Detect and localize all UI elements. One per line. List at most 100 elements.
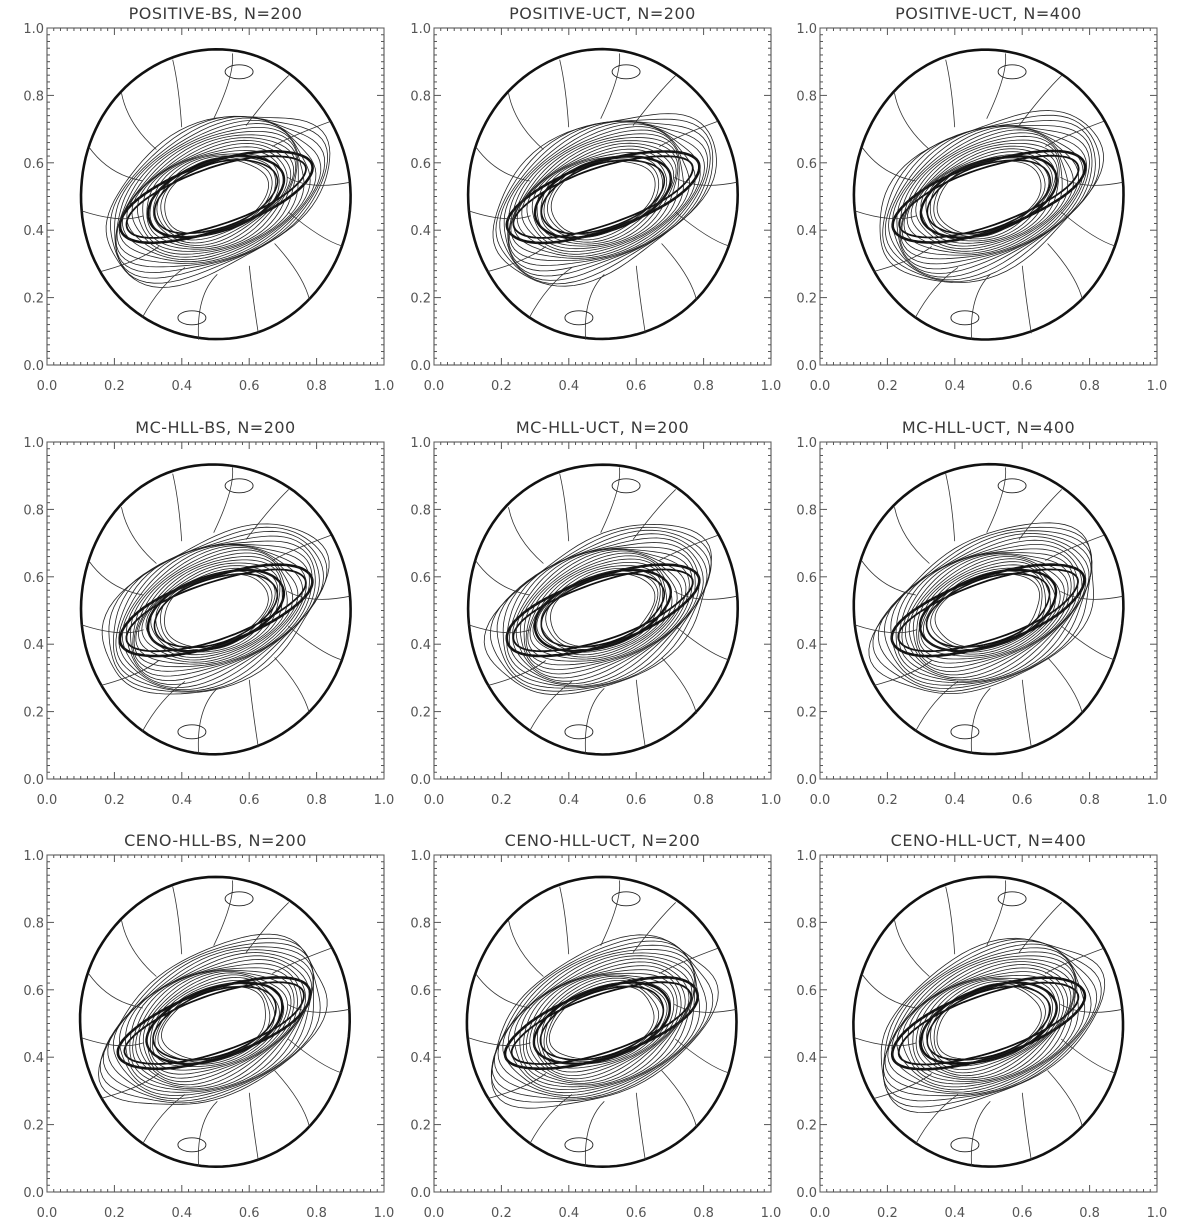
density-contour	[896, 958, 1076, 1088]
outer-contour	[88, 146, 143, 182]
outer-contour	[873, 1073, 932, 1099]
y-tick-label: 0.8	[796, 89, 817, 104]
x-tick-label: 0.8	[1079, 379, 1100, 394]
density-contour	[146, 146, 288, 248]
inner-shock-contour	[919, 155, 1058, 239]
outer-contour	[1045, 535, 1104, 561]
outer-contour	[894, 93, 930, 150]
panel-title: POSITIVE-UCT, N=400	[895, 4, 1082, 23]
outer-contour	[600, 53, 621, 119]
small-contour-blob	[564, 310, 594, 326]
density-contour	[131, 137, 297, 255]
outer-contour	[287, 211, 343, 247]
x-tick-label: 0.6	[239, 379, 260, 394]
x-tick-label: 0.2	[491, 379, 512, 394]
outer-contour	[100, 660, 159, 686]
outer-contour	[914, 267, 959, 318]
small-contour-blob	[177, 310, 207, 326]
density-contour	[934, 573, 1040, 648]
outer-contour	[986, 880, 1007, 946]
density-contour	[98, 933, 328, 1105]
density-contour	[508, 542, 700, 685]
x-tick-label: 1.0	[1147, 1206, 1168, 1221]
density-contour	[510, 129, 690, 259]
outer-contour	[508, 507, 544, 564]
outer-contour	[986, 467, 1007, 533]
x-tick-label: 0.8	[693, 793, 714, 808]
outer-contour	[81, 624, 144, 634]
density-contour	[513, 133, 684, 257]
y-tick-label: 0.6	[23, 984, 44, 999]
density-contour	[922, 977, 1057, 1074]
density-contour	[904, 552, 1075, 676]
outer-contour	[213, 53, 234, 119]
inner-shock-contour	[503, 975, 700, 1070]
y-tick-label: 0.0	[410, 359, 431, 374]
inner-shock-contour	[153, 159, 279, 235]
outer-shock-contour	[79, 463, 352, 756]
density-contour	[891, 955, 1077, 1091]
outer-contour	[861, 560, 916, 596]
x-tick-label: 0.0	[37, 793, 58, 808]
y-tick-label: 0.6	[23, 157, 44, 172]
outer-contour	[487, 660, 546, 686]
plot-frame	[433, 27, 772, 366]
panel-title: MC-HLL-BS, N=200	[135, 418, 295, 437]
x-tick-label: 0.2	[877, 793, 898, 808]
outer-contour	[674, 1038, 730, 1074]
density-contour	[132, 963, 302, 1088]
density-contour	[112, 530, 324, 692]
density-contour	[150, 565, 279, 656]
density-contour	[508, 123, 701, 266]
plot-frame	[433, 441, 772, 780]
outer-contour	[659, 121, 718, 147]
inner-shock-contour	[118, 150, 314, 245]
x-tick-label: 0.0	[424, 793, 445, 808]
density-contour	[531, 145, 675, 247]
x-tick-label: 0.4	[171, 379, 192, 394]
outer-contour	[274, 657, 310, 714]
outer-contour	[674, 625, 730, 661]
x-tick-label: 0.4	[944, 1206, 965, 1221]
density-contour	[502, 533, 708, 688]
outer-contour	[141, 267, 186, 318]
axis-ticks	[819, 854, 1158, 1193]
outer-contour	[635, 679, 646, 748]
density-contour	[920, 561, 1056, 657]
outer-contour	[487, 246, 546, 272]
outer-contour	[245, 902, 289, 953]
density-contour	[901, 132, 1074, 256]
outer-contour	[854, 210, 917, 220]
outer-contour	[661, 657, 697, 714]
outer-contour	[213, 880, 234, 946]
outer-contour	[475, 560, 530, 596]
inner-shock-contour	[510, 981, 693, 1065]
outer-contour	[861, 146, 916, 182]
outer-contour	[197, 274, 218, 340]
density-contour	[133, 549, 299, 668]
outer-contour	[100, 246, 159, 272]
density-contour	[523, 550, 687, 670]
plot-frame	[819, 854, 1158, 1193]
outer-contour	[1047, 1070, 1083, 1127]
inner-shock-contour	[505, 563, 701, 658]
density-contour	[512, 546, 696, 682]
x-tick-label: 0.6	[1012, 1206, 1033, 1221]
outer-contour	[100, 1073, 159, 1099]
density-contour	[507, 955, 695, 1091]
outer-contour	[1060, 1038, 1116, 1074]
density-contour	[877, 530, 1093, 689]
outer-contour	[287, 1003, 350, 1013]
outer-contour	[172, 473, 183, 542]
density-contour	[492, 113, 717, 287]
outer-contour	[141, 681, 186, 732]
small-contour-blob	[611, 478, 641, 494]
y-tick-label: 0.6	[796, 571, 817, 586]
outer-contour	[970, 688, 991, 754]
outer-contour	[1018, 489, 1062, 540]
outer-contour	[559, 59, 570, 128]
outer-contour	[172, 886, 183, 955]
density-contour	[112, 949, 314, 1096]
x-tick-label: 1.0	[374, 1206, 395, 1221]
